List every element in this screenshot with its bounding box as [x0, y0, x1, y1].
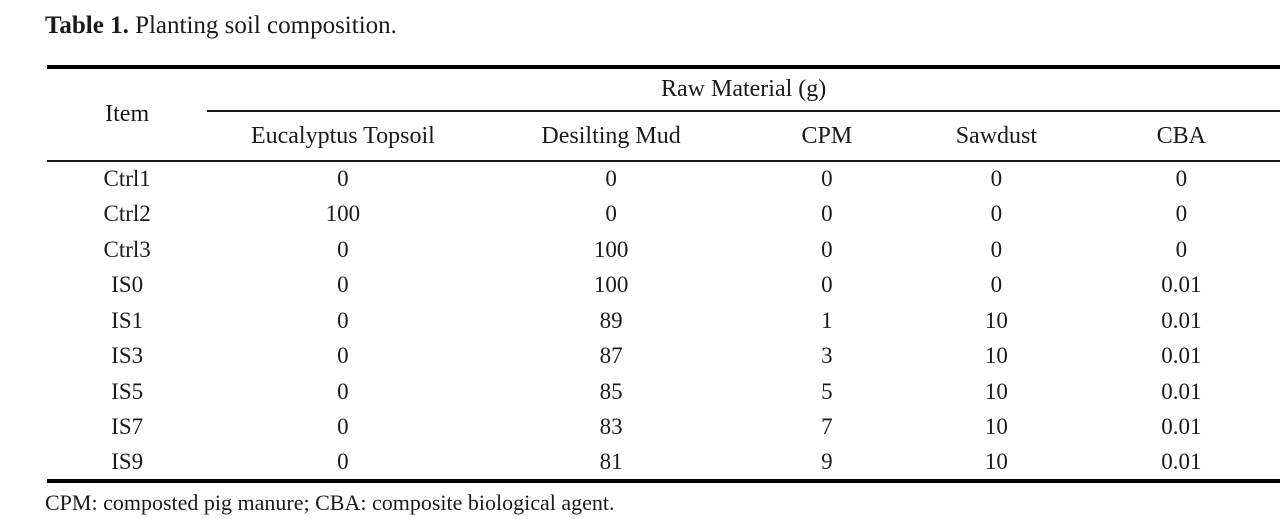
- value-cell: 0: [337, 414, 349, 440]
- value-cell: 87: [599, 343, 623, 369]
- row-label: IS5: [111, 378, 144, 404]
- row-label: Ctrl2: [103, 201, 151, 227]
- table-row: IS3 0 87 3 10 0.01: [47, 339, 1280, 375]
- table-row: IS9 0 81 9 10 0.01: [47, 445, 1280, 481]
- table-row: Ctrl3 0 100 0 0 0: [47, 232, 1280, 268]
- value-cell: 0: [337, 166, 349, 192]
- value-cell: 10: [984, 414, 1008, 440]
- header-group-row: Item Raw Material (g): [47, 67, 1280, 162]
- value-cell: 0: [337, 343, 349, 369]
- value-cell: 81: [599, 448, 623, 474]
- value-cell: 0: [990, 236, 1003, 262]
- value-cell: 0: [1175, 201, 1188, 227]
- value-cell: 0: [990, 201, 1003, 227]
- table-row: IS7 0 83 7 10 0.01: [47, 410, 1280, 446]
- value-cell: 10: [984, 448, 1008, 474]
- caption-text: Planting soil composition.: [135, 12, 397, 39]
- value-cell: 7: [821, 414, 833, 440]
- value-cell: 0: [821, 236, 833, 262]
- table-caption: Table 1. Planting soil composition.: [45, 10, 397, 42]
- row-label: IS7: [111, 414, 144, 440]
- row-label: Ctrl1: [103, 166, 151, 192]
- value-cell: 83: [599, 414, 623, 440]
- value-cell: 0: [821, 166, 833, 192]
- value-cell: 0: [990, 166, 1003, 192]
- table-row: Ctrl2 100 0 0 0 0: [47, 197, 1280, 233]
- row-label: IS3: [111, 343, 144, 369]
- value-cell: 0: [337, 272, 349, 298]
- value-cell: 10: [984, 307, 1008, 333]
- value-cell: 10: [984, 343, 1008, 369]
- table-footnote: CPM: composted pig manure; CBA: composit…: [45, 490, 615, 515]
- value-cell: 0: [337, 307, 349, 333]
- value-cell: 3: [821, 343, 833, 369]
- value-cell: 100: [593, 236, 629, 262]
- row-label: IS0: [111, 272, 144, 298]
- value-cell: 0: [605, 166, 617, 192]
- column-header-group-raw-material: Raw Material (g): [207, 67, 1280, 112]
- value-cell: 100: [593, 272, 629, 298]
- table-row: IS1 0 89 1 10 0.01: [47, 303, 1280, 339]
- value-cell: 0: [821, 272, 833, 298]
- value-cell: 0.01: [1161, 307, 1202, 333]
- column-header-desilting-mud: Desilting Mud: [478, 111, 744, 162]
- value-cell: 0.01: [1161, 378, 1202, 404]
- column-header-item: Item: [47, 67, 208, 162]
- value-cell: 0: [821, 201, 833, 227]
- caption-label: Table 1.: [45, 12, 129, 39]
- value-cell: 100: [325, 201, 361, 227]
- table-row: Ctrl1 0 0 0 0 0: [47, 161, 1280, 197]
- value-cell: 0: [1175, 236, 1188, 262]
- value-cell: 0.01: [1161, 272, 1202, 298]
- row-label: Ctrl3: [103, 236, 151, 262]
- column-header-sawdust: Sawdust: [910, 111, 1083, 162]
- value-cell: 0.01: [1161, 414, 1202, 440]
- row-label: IS1: [111, 307, 144, 333]
- value-cell: 10: [984, 378, 1008, 404]
- value-cell: 0: [1175, 166, 1188, 192]
- soil-composition-table: Item Raw Material (g) Eucalyptus Topsoil…: [47, 65, 1280, 483]
- value-cell: 1: [821, 307, 833, 333]
- column-header-cba: CBA: [1082, 111, 1280, 162]
- value-cell: 0: [605, 201, 617, 227]
- value-cell: 0: [337, 448, 349, 474]
- value-cell: 5: [821, 378, 833, 404]
- value-cell: 0.01: [1161, 343, 1202, 369]
- header-subhead-row: Eucalyptus Topsoil Desilting Mud CPM Saw…: [47, 111, 1280, 162]
- value-cell: 0: [337, 378, 349, 404]
- table-row: IS0 0 100 0 0 0.01: [47, 268, 1280, 304]
- value-cell: 9: [821, 448, 833, 474]
- value-cell: 89: [599, 307, 623, 333]
- column-header-cpm: CPM: [743, 111, 911, 162]
- table-row: IS5 0 85 5 10 0.01: [47, 374, 1280, 410]
- value-cell: 0: [337, 236, 349, 262]
- value-cell: 85: [599, 378, 623, 404]
- column-header-eucalyptus-topsoil: Eucalyptus Topsoil: [207, 111, 479, 162]
- row-label: IS9: [111, 448, 144, 474]
- value-cell: 0: [990, 272, 1003, 298]
- value-cell: 0.01: [1161, 448, 1202, 474]
